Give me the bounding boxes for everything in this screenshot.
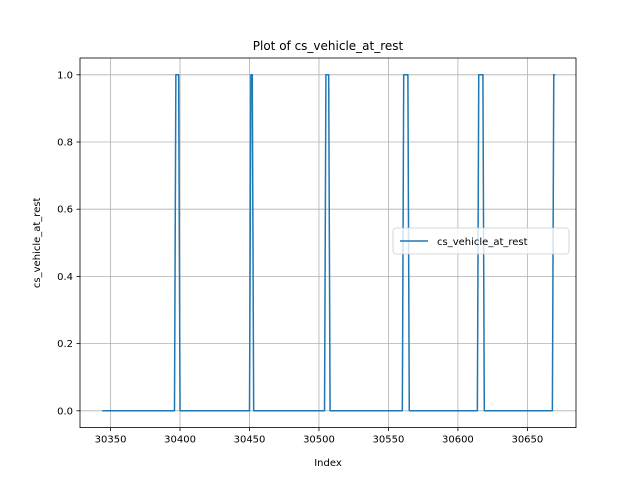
series-line <box>102 74 556 412</box>
y-axis-label: cs_vehicle_at_rest <box>32 197 43 288</box>
x-tick-label: 30500 <box>303 435 335 446</box>
y-axis: 0.0 0.2 0.4 0.6 0.8 1.0 <box>57 70 80 417</box>
chart-title: Plot of cs_vehicle_at_rest <box>253 39 404 53</box>
y-tick-label: 0.2 <box>57 339 73 350</box>
y-tick-label: 0.4 <box>57 272 73 283</box>
x-tick-label: 30550 <box>373 435 405 446</box>
x-axis-label: Index <box>314 458 342 469</box>
x-tick-label: 30650 <box>511 435 543 446</box>
y-tick-label: 0.6 <box>57 205 73 216</box>
x-tick-label: 30350 <box>95 435 127 446</box>
y-tick-label: 1.0 <box>57 70 73 81</box>
series-layer <box>102 74 556 412</box>
x-tick-label: 30400 <box>164 435 196 446</box>
legend-frame <box>392 227 570 255</box>
y-tick-label: 0.8 <box>57 138 73 149</box>
plot-area-frame <box>79 57 577 429</box>
y-tick-label: 0.0 <box>57 406 73 417</box>
x-tick-label: 30600 <box>442 435 474 446</box>
legend-label: cs_vehicle_at_rest <box>437 237 528 248</box>
x-tick-label: 30450 <box>234 435 266 446</box>
x-axis: 30350 30400 30450 30500 30550 30600 30650 <box>95 427 543 446</box>
legend: cs_vehicle_at_rest <box>392 227 570 255</box>
